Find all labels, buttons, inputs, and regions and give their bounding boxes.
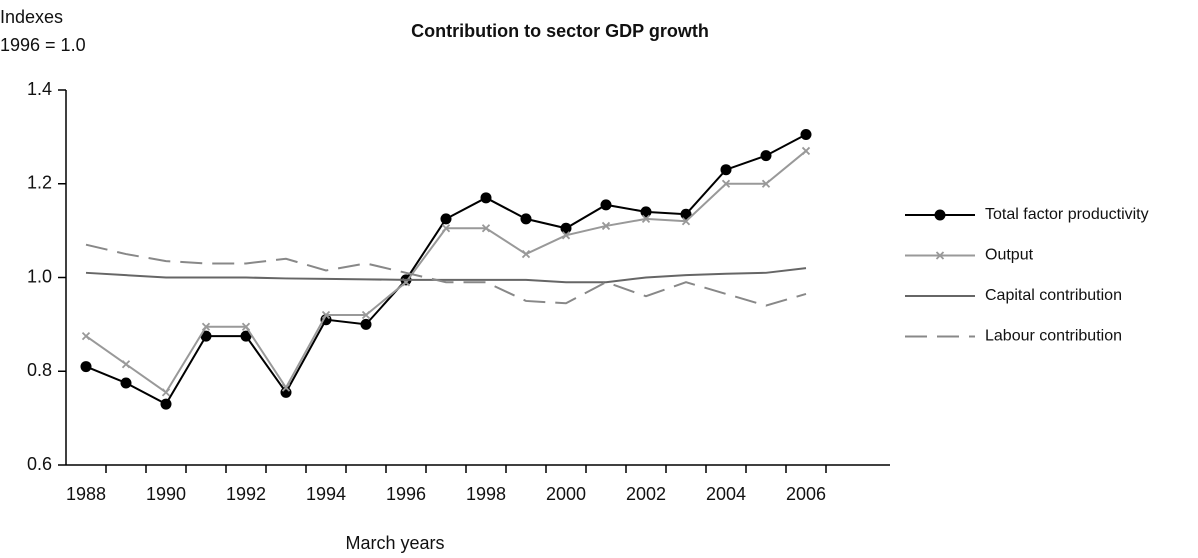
point — [761, 179, 771, 188]
point — [481, 224, 491, 233]
x-tick-label: 1994 — [306, 484, 346, 504]
point — [520, 213, 532, 225]
legend-label: Output — [985, 247, 1034, 264]
legend-label: Labour contribution — [985, 328, 1122, 345]
point — [480, 192, 492, 204]
chart-title: Contribution to sector GDP growth — [411, 21, 709, 41]
x-axis-label: March years — [345, 533, 444, 553]
x-tick-label: 1992 — [226, 484, 266, 504]
point — [281, 383, 291, 392]
point — [641, 214, 651, 224]
y-axis-label: Indexes — [0, 7, 63, 27]
series-line — [85, 133, 807, 406]
x-tick-label: 2004 — [706, 484, 746, 504]
point — [441, 224, 451, 233]
series-line — [85, 267, 807, 284]
x-tick-label: 2006 — [786, 484, 826, 504]
point — [561, 231, 571, 240]
point — [241, 322, 251, 331]
point — [80, 361, 92, 373]
point — [760, 150, 772, 162]
x-tick-label: 1996 — [386, 484, 426, 504]
x-tick-label: 1988 — [66, 484, 106, 504]
point — [360, 318, 372, 330]
point — [120, 377, 132, 389]
y-tick-label: 0.6 — [27, 454, 52, 474]
point — [560, 222, 572, 234]
point — [201, 322, 211, 331]
point — [600, 199, 612, 211]
x-tick-label: 1990 — [146, 484, 186, 504]
legend-label: Capital contribution — [985, 287, 1122, 304]
point — [240, 330, 252, 342]
point — [721, 179, 731, 188]
y-tick-label: 1.2 — [27, 173, 52, 193]
x-tick-label: 1998 — [466, 484, 506, 504]
x-tick-label: 2002 — [626, 484, 666, 504]
point — [160, 398, 172, 410]
point — [601, 221, 611, 231]
point — [680, 208, 692, 220]
point — [521, 249, 531, 259]
series-line — [85, 243, 807, 307]
point — [640, 206, 652, 218]
point — [720, 164, 732, 176]
legend-label: Total factor productivity — [985, 206, 1149, 223]
y-tick-label: 0.8 — [27, 360, 52, 380]
legend-marker — [934, 209, 946, 221]
point — [361, 310, 371, 320]
point — [121, 360, 131, 369]
point — [440, 213, 452, 225]
point — [161, 388, 171, 397]
point — [200, 330, 212, 342]
point — [681, 217, 691, 226]
point — [81, 331, 91, 341]
y-tick-label: 1.0 — [27, 266, 52, 286]
point — [800, 129, 812, 141]
point — [321, 310, 331, 320]
point — [801, 146, 811, 156]
y-axis-sublabel: 1996 = 1.0 — [0, 35, 86, 55]
y-tick-label: 1.4 — [27, 79, 52, 99]
x-tick-label: 2000 — [546, 484, 586, 504]
legend-marker — [935, 251, 945, 260]
